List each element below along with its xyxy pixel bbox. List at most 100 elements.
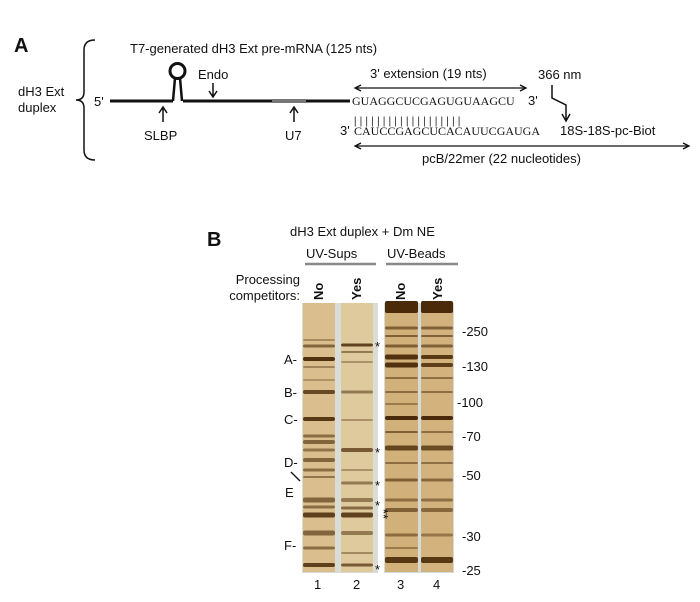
gel-bands [303, 301, 453, 572]
gel-band [303, 505, 335, 509]
gel-band [303, 440, 335, 444]
asterisk: * [375, 498, 380, 513]
slbp-arrow-icon [158, 105, 168, 122]
gel-band [421, 363, 453, 367]
uv-wavelength-label: 366 nm [538, 67, 581, 82]
group-label-uv-beads: UV-Beads [387, 246, 446, 261]
asterisk: * [375, 562, 380, 577]
gel-band [303, 344, 335, 348]
gel-band [385, 354, 418, 360]
lane-number-1: 1 [314, 577, 321, 592]
gel-band [341, 469, 373, 471]
gel-band [385, 403, 418, 405]
lane-number-4: 4 [433, 577, 440, 592]
oligo-label: pcB/22mer (22 nucleotides) [422, 151, 581, 166]
u7-arrow-icon [289, 105, 299, 122]
panel-b-label: B [207, 229, 221, 251]
gel-band [421, 498, 453, 502]
gel-band [341, 481, 373, 485]
gel-band [385, 547, 418, 549]
gel-band [421, 326, 453, 330]
gel-band [385, 478, 418, 482]
endo-label: Endo [198, 67, 228, 82]
gel-band [341, 351, 373, 353]
gel-band [303, 512, 335, 518]
lane-1-condition: No [311, 283, 326, 300]
mw-marker-50: -50 [462, 468, 481, 483]
gel-band [385, 498, 418, 502]
band-label-b: B- [284, 385, 297, 400]
gel-band [421, 391, 453, 393]
duplex-bracket [75, 39, 96, 161]
gel-band [385, 391, 418, 393]
top-three-prime: 3' [528, 93, 538, 108]
pre-mrna-title: T7-generated dH3 Ext pre-mRNA (125 nts) [130, 41, 377, 56]
lane-number-2: 2 [353, 577, 360, 592]
gel-band [303, 339, 335, 341]
gel-band [303, 458, 335, 462]
gel-band [385, 533, 418, 537]
gel-band [341, 498, 373, 502]
duplex-label-line2: duplex [18, 100, 57, 115]
extension-label: 3' extension (19 nts) [370, 66, 487, 81]
panel-b-title: dH3 Ext duplex + Dm NE [290, 224, 435, 239]
gel-lane-4 [421, 303, 453, 572]
mw-marker-70: -70 [462, 429, 481, 444]
gel-lane-3 [385, 303, 418, 572]
gel-band [303, 417, 335, 421]
mw-marker-130: -130 [462, 359, 488, 374]
gel-band [421, 335, 453, 337]
gel-band [341, 506, 373, 510]
gel-band [303, 546, 335, 550]
gel-band [341, 563, 373, 567]
extension-arrow-icon [353, 84, 528, 92]
base-pair-ticks: | | | | | | | | | | | | | | | | | | | [354, 115, 461, 127]
u7-label: U7 [285, 128, 302, 143]
uv-lightning-arrow-icon [551, 85, 571, 123]
asterisk: * [375, 478, 380, 493]
pre-mrna-line [110, 62, 350, 103]
bottom-three-prime: 3' [340, 123, 350, 138]
gel-band [421, 508, 453, 512]
gel-band [341, 448, 373, 452]
gel-band [303, 497, 335, 503]
lane-number-3: 3 [397, 577, 404, 592]
gel-band [421, 344, 453, 348]
top-sequence: GUAGGCUCGAGUGUAAGCU [352, 94, 515, 108]
gel-band [341, 390, 373, 394]
gel-band [303, 434, 335, 438]
gel-band [341, 419, 373, 421]
band-label-e: E [285, 485, 294, 500]
lane-2-condition: Yes [349, 278, 364, 300]
mw-marker-250: -250 [462, 324, 488, 339]
gel-band [303, 530, 335, 536]
five-prime-label: 5' [94, 94, 104, 109]
group-label-uv-sups: UV-Sups [306, 246, 358, 261]
mw-marker-30: -30 [462, 529, 481, 544]
slbp-label: SLBP [144, 128, 177, 143]
gel-band [341, 552, 373, 554]
gel-band [385, 445, 418, 451]
gel-band [341, 531, 373, 535]
gel-band [421, 301, 453, 313]
gel-band [421, 431, 453, 433]
gel-band [341, 361, 373, 363]
stem-loop-icon [168, 62, 187, 80]
gel-band [385, 301, 418, 313]
mw-marker-100: -100 [457, 395, 483, 410]
gel-band [421, 533, 453, 537]
bottom-sequence: CAUCCGAGCUCACAUUCGAUGA [354, 124, 540, 138]
mw-marker-25: -25 [462, 563, 481, 578]
row-label-line1: Processing [236, 272, 300, 287]
gel-band [421, 462, 453, 464]
gel-band [303, 563, 335, 567]
gel-band [421, 557, 453, 563]
band-e-pointer [290, 471, 301, 482]
gel-band [385, 462, 418, 464]
lane-4-condition: Yes [430, 278, 445, 300]
row-label-line2: competitors: [229, 288, 300, 303]
gel-band [303, 476, 335, 478]
gel-band [303, 366, 335, 368]
gel-band [421, 478, 453, 482]
panel-a-label: A [14, 35, 28, 57]
